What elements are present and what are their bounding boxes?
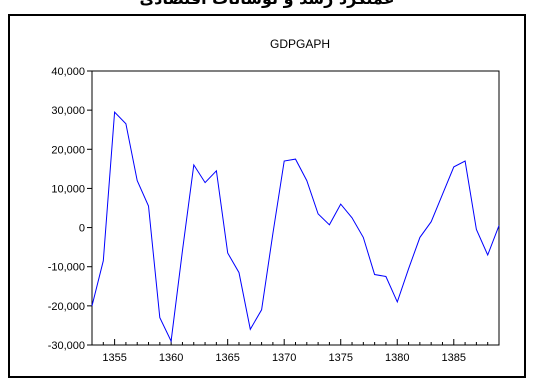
series-layer (91, 110, 500, 343)
chart-frame: GDPGAPH -30,000 -20,000 -10,000 0 10,000 20,0… (8, 14, 526, 378)
top-caption: عملکرد رشد و نوسانات اقتصادی (0, 0, 535, 14)
series-line (91, 110, 500, 343)
y-tick-label: 20,000 (51, 144, 85, 156)
y-axis: -30,000 -20,000 -10,000 0 10,000 20,000 30,000… (48, 66, 92, 352)
y-tick-label: -30,000 (48, 340, 85, 352)
y-tick-label: -10,000 (48, 262, 85, 274)
x-tick-label: 1355 (102, 352, 126, 364)
y-tick-label: 0 (79, 223, 85, 235)
plot-area (91, 70, 500, 346)
line-chart: GDPGAPH -30,000 -20,000 -10,000 0 10,000 20,0… (48, 37, 500, 364)
top-caption-text: عملکرد رشد و نوسانات اقتصادی (139, 0, 394, 8)
x-tick-label: 1375 (328, 352, 352, 364)
x-axis: 1355 1360 1365 1370 1375 1380 1385 (91, 339, 500, 364)
x-tick-label: 1360 (159, 352, 183, 364)
y-tick-label: 10,000 (51, 183, 85, 195)
y-tick-label: 30,000 (51, 105, 85, 117)
x-tick-label: 1385 (442, 352, 466, 364)
top-caption-svg: عملکرد رشد و نوسانات اقتصادی (139, 0, 394, 8)
y-tick-label: -20,000 (48, 301, 85, 313)
x-tick-label: 1380 (385, 352, 409, 364)
chart-title: GDPGAPH (270, 37, 330, 51)
y-tick-label: 40,000 (51, 66, 85, 78)
x-tick-label: 1365 (215, 352, 239, 364)
x-tick-label: 1370 (272, 352, 296, 364)
